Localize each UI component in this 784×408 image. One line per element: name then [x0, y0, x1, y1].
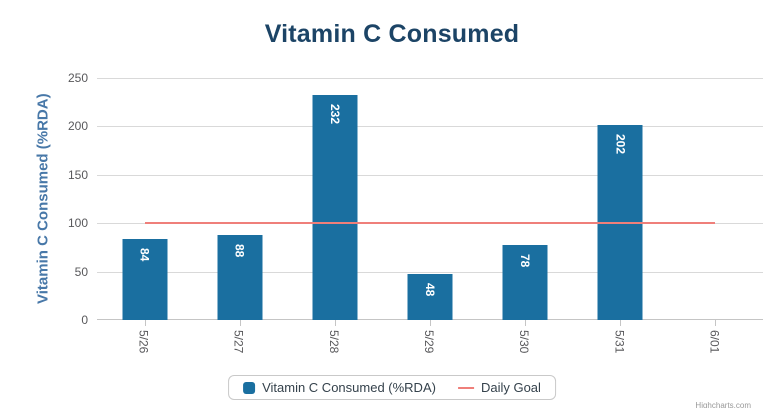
- x-tick-label-5/27: 5/27: [231, 330, 246, 354]
- y-tick-label-0: 0: [81, 313, 88, 327]
- y-tick-label-200: 200: [67, 119, 88, 134]
- x-tick-label-5/29: 5/29: [422, 330, 436, 354]
- bar-5/30[interactable]: 78: [502, 244, 548, 320]
- bar-5/26[interactable]: 84: [122, 238, 168, 320]
- category-slot-5/30: 78: [478, 78, 573, 320]
- y-axis-title: Vitamin C Consumed (%RDA): [34, 93, 52, 305]
- gridline-150: [97, 174, 763, 176]
- legend-item-goal[interactable]: Daily Goal: [436, 380, 541, 395]
- category-slot-5/31: 202: [573, 78, 668, 320]
- x-tick-label-5/28: 5/28: [326, 330, 341, 354]
- bar-slots: 84 88 232 48 78 202: [97, 78, 763, 320]
- gridline-50: [97, 271, 763, 273]
- legend-item-series[interactable]: Vitamin C Consumed (%RDA): [243, 380, 436, 395]
- category-slot-5/29: 48: [382, 78, 477, 320]
- category-slot-5/26: 84: [97, 78, 192, 320]
- bar-value-label: 48: [422, 282, 437, 296]
- chart-title: Vitamin C Consumed: [264, 20, 520, 48]
- bar-5/28[interactable]: 232: [312, 95, 358, 320]
- legend-series-label: Vitamin C Consumed (%RDA): [262, 380, 436, 395]
- bar-value-label: 78: [518, 253, 533, 267]
- x-tick-label-5/26: 5/26: [136, 330, 151, 354]
- x-tick-5/28: [334, 320, 336, 326]
- bar-value-label: 88: [232, 243, 247, 258]
- bar-5/29[interactable]: 48: [407, 273, 453, 320]
- category-slot-5/27: 88: [192, 78, 287, 320]
- legend-goal-label: Daily Goal: [480, 380, 541, 395]
- x-tick-5/27: [239, 320, 241, 326]
- bar-value-label: 202: [613, 133, 628, 154]
- x-tick-5/29: [430, 320, 431, 326]
- bar-value-label: 84: [137, 247, 152, 262]
- y-tick-label-150: 150: [67, 167, 88, 182]
- y-tick-label-100: 100: [67, 216, 88, 231]
- y-tick-label-250: 250: [67, 71, 88, 85]
- x-tick-label-6/01: 6/01: [707, 330, 722, 354]
- x-tick-label-5/31: 5/31: [612, 330, 627, 354]
- daily-goal-line: [144, 222, 716, 225]
- y-tick-label-50: 50: [74, 264, 88, 279]
- bar-5/27[interactable]: 88: [217, 234, 263, 320]
- legend: Vitamin C Consumed (%RDA) Daily Goal: [228, 375, 556, 400]
- bar-value-label: 232: [327, 104, 342, 125]
- x-tick-6/01: [715, 320, 717, 326]
- category-slot-5/28: 232: [287, 78, 382, 320]
- series-swatch-icon: [243, 381, 256, 394]
- x-tick-label-5/30: 5/30: [517, 330, 532, 354]
- x-tick-5/30: [525, 320, 527, 326]
- plot-area: 84 88 232 48 78 202: [97, 78, 763, 320]
- gridline-250: [97, 78, 763, 79]
- category-slot-6/01: [668, 78, 763, 320]
- chart-credit[interactable]: Highcharts.com: [695, 401, 751, 408]
- x-tick-5/31: [620, 320, 622, 326]
- x-tick-5/26: [144, 320, 146, 326]
- gridline-200: [97, 126, 763, 128]
- goal-line-swatch-icon: [457, 386, 474, 389]
